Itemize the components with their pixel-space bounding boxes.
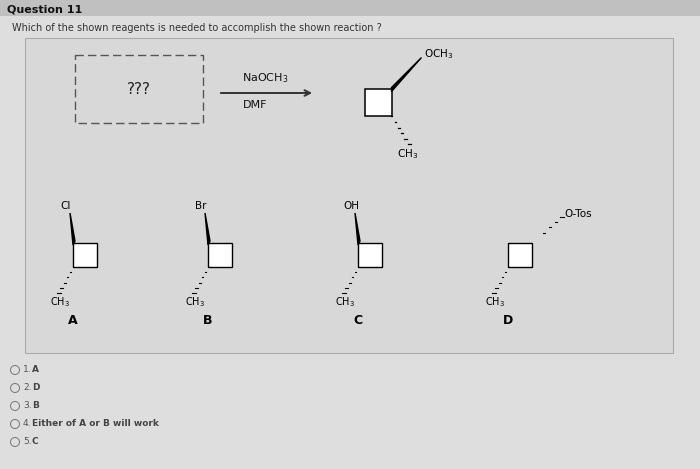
Text: 2.: 2.: [23, 384, 32, 393]
Text: D: D: [503, 315, 513, 327]
Text: OH: OH: [343, 201, 359, 211]
Text: A: A: [32, 365, 39, 375]
Text: C: C: [354, 315, 363, 327]
Bar: [508, 243, 532, 267]
Text: Which of the shown reagents is needed to accomplish the shown reaction ?: Which of the shown reagents is needed to…: [12, 23, 382, 33]
Circle shape: [10, 384, 20, 393]
Text: O-Tos: O-Tos: [564, 209, 592, 219]
Polygon shape: [70, 213, 75, 245]
Text: CH$_3$: CH$_3$: [485, 295, 505, 309]
Text: A: A: [68, 315, 78, 327]
Polygon shape: [205, 213, 210, 245]
Text: C: C: [32, 438, 38, 446]
Bar: [365, 90, 391, 116]
Polygon shape: [355, 213, 360, 245]
Text: 4.: 4.: [23, 419, 32, 429]
Bar: [358, 243, 382, 267]
Text: Question 11: Question 11: [7, 5, 83, 15]
Bar: [75, 55, 203, 123]
Circle shape: [10, 401, 20, 410]
Bar: [208, 243, 232, 267]
Text: CH$_3$: CH$_3$: [50, 295, 70, 309]
Text: B: B: [32, 401, 39, 410]
Bar: [0, 0, 700, 16]
Text: Cl: Cl: [61, 201, 71, 211]
Text: NaOCH$_3$: NaOCH$_3$: [241, 71, 288, 85]
Text: 3.: 3.: [23, 401, 32, 410]
Polygon shape: [391, 58, 421, 91]
Text: B: B: [203, 315, 213, 327]
Text: DMF: DMF: [243, 100, 267, 110]
Text: CH$_3$: CH$_3$: [335, 295, 355, 309]
Text: Br: Br: [195, 201, 206, 211]
Bar: [25, 38, 673, 353]
Text: CH$_3$: CH$_3$: [185, 295, 205, 309]
Text: 1.: 1.: [23, 365, 32, 375]
Circle shape: [10, 419, 20, 429]
Bar: [73, 243, 97, 267]
Text: 5.: 5.: [23, 438, 32, 446]
Text: CH$_3$: CH$_3$: [397, 148, 418, 161]
Text: ???: ???: [127, 82, 151, 97]
Text: D: D: [32, 384, 39, 393]
Circle shape: [10, 365, 20, 375]
Text: OCH$_3$: OCH$_3$: [424, 47, 453, 61]
Circle shape: [10, 438, 20, 446]
Text: Either of A or B will work: Either of A or B will work: [32, 419, 159, 429]
